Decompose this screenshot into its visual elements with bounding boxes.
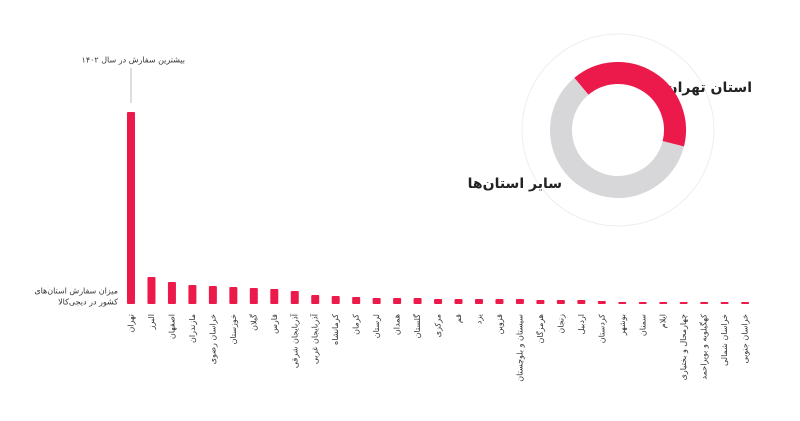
bar — [413, 298, 422, 304]
x-tick-label: آذربایجان غربی — [310, 313, 320, 364]
x-tick-label: یزد — [474, 314, 483, 324]
legend-label: استان تهران — [666, 80, 752, 96]
x-tick-label: بوشهر — [618, 314, 627, 336]
x-tick-label: اصفهان — [167, 314, 176, 339]
bar — [270, 289, 279, 304]
bar — [434, 299, 443, 304]
bar — [556, 300, 565, 304]
bar — [167, 282, 176, 304]
x-tick-label: آذربایجان شرقی — [289, 313, 299, 368]
x-tick-label: کردستان — [597, 314, 606, 343]
bar — [229, 287, 238, 304]
x-tick-label: کرمانشاه — [331, 314, 340, 345]
x-tick-label: هرمزگان — [535, 314, 545, 343]
x-tick-label: تهران — [127, 314, 136, 332]
x-tick-label: فارس — [270, 314, 279, 334]
bar — [741, 302, 750, 304]
x-tick-label: زنجان — [556, 314, 565, 334]
bar — [127, 112, 135, 304]
x-tick-label: قم — [454, 314, 463, 323]
x-tick-label: گیلان — [248, 314, 258, 331]
y-label: کشور در دیجی‌کالا — [58, 298, 118, 307]
x-tick-label: گلستان — [412, 314, 422, 339]
donut-outer-ring — [521, 33, 715, 227]
bar — [311, 295, 320, 304]
bar — [454, 299, 463, 304]
max-annotation: بیشترین سفارش در سال ۱۴۰۲ — [82, 56, 185, 65]
x-tick-label: مازندران — [188, 314, 197, 343]
bar — [393, 298, 402, 304]
x-tick-label: چهارمحال و بختیاری — [679, 314, 688, 380]
bar — [331, 296, 340, 304]
x-tick-label: ایلام — [659, 314, 668, 328]
bar — [536, 300, 545, 304]
bar — [515, 299, 524, 304]
bar — [659, 302, 668, 304]
bar — [495, 299, 504, 304]
bar — [188, 285, 197, 304]
x-tick-label: مرکزی — [434, 314, 443, 337]
legend-label: سایر استان‌ها — [468, 176, 562, 192]
x-tick-label: خراسان رضوی — [208, 314, 217, 364]
bar — [638, 302, 647, 304]
x-tick-label: کهگیلویه و بویراحمد — [699, 314, 709, 380]
bar — [720, 302, 729, 304]
x-tick-label: قزوین — [495, 314, 504, 335]
bar — [249, 288, 258, 304]
x-tick-label: سیستان و بلوچستان — [515, 314, 524, 382]
bar — [208, 286, 217, 304]
x-tick-label: سمنان — [638, 314, 647, 336]
x-tick-label: اردبیل — [577, 314, 586, 334]
bar — [700, 302, 709, 304]
x-tick-label: خراسان جنوبی — [741, 314, 750, 364]
bar — [352, 297, 361, 304]
bar — [290, 291, 299, 304]
x-tick-label: خراسان شمالی — [720, 314, 729, 366]
bar — [372, 298, 381, 304]
bar — [474, 299, 483, 304]
y-label: میزان سفارش استان‌های — [34, 287, 118, 296]
x-tick-label: لرستان — [372, 314, 381, 338]
donut-segment — [574, 62, 686, 147]
donut-segment — [550, 77, 684, 198]
bar — [577, 300, 586, 304]
bar — [597, 301, 606, 304]
x-tick-label: البرز — [147, 314, 156, 330]
x-tick-label: همدان — [393, 314, 402, 335]
x-tick-label: خوزستان — [229, 314, 238, 344]
bar — [679, 302, 688, 304]
x-tick-label: کرمان — [352, 314, 361, 335]
bar — [618, 302, 627, 304]
bar — [147, 277, 156, 304]
